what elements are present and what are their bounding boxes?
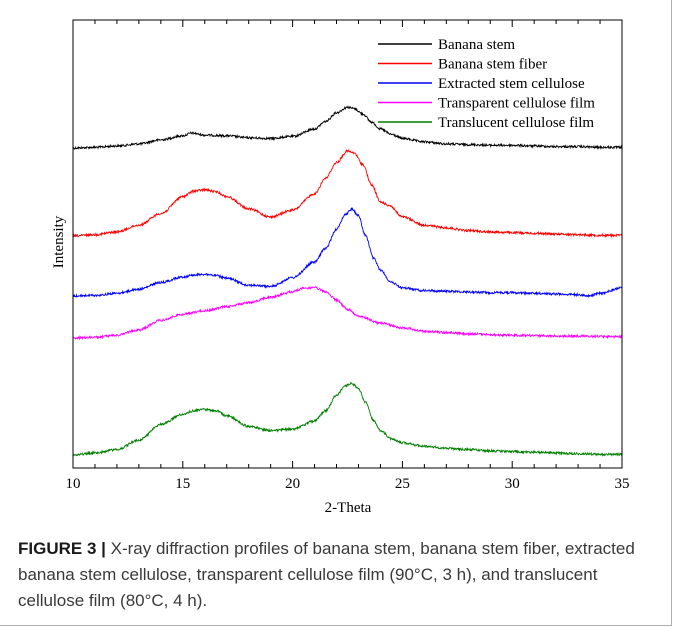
series-line-3 bbox=[72, 207, 623, 298]
caption-text: X-ray diffraction profiles of banana ste… bbox=[18, 539, 635, 610]
legend-label-5: Translucent cellulose film bbox=[438, 115, 594, 131]
series-line-4 bbox=[72, 285, 623, 341]
x-tick-label: 35 bbox=[615, 476, 630, 492]
x-tick-label: 30 bbox=[505, 476, 520, 492]
figure-caption: FIGURE 3 | X-ray diffraction profiles of… bbox=[18, 536, 658, 614]
series-line-1 bbox=[72, 105, 623, 151]
x-tick-label: 20 bbox=[285, 476, 300, 492]
x-tick-label: 25 bbox=[395, 476, 410, 492]
plot-border bbox=[72, 19, 623, 469]
plot-area bbox=[72, 105, 623, 457]
legend-label-3: Extracted stem cellulose bbox=[438, 76, 585, 92]
axes: 10 15 20 25 30 35 bbox=[66, 19, 630, 492]
y-axis-label: Intensity bbox=[51, 215, 67, 268]
x-axis-label: 2-Theta bbox=[325, 500, 372, 516]
caption-separator: | bbox=[101, 539, 106, 558]
xrd-chart: 10 15 20 25 30 35 Banana stem Banana stem fibe… bbox=[51, 19, 630, 516]
series-line-2 bbox=[72, 148, 623, 238]
x-tick-label: 15 bbox=[175, 476, 190, 492]
legend-label-2: Banana stem fiber bbox=[438, 57, 547, 73]
legend: Banana stem Banana stem fiber Extracted st… bbox=[378, 37, 595, 131]
series-line-5 bbox=[72, 381, 623, 457]
figure-label: FIGURE 3 bbox=[18, 539, 97, 558]
x-tick-label: 10 bbox=[66, 476, 81, 492]
legend-label-1: Banana stem bbox=[438, 37, 515, 53]
legend-label-4: Transparent cellulose film bbox=[438, 96, 595, 112]
